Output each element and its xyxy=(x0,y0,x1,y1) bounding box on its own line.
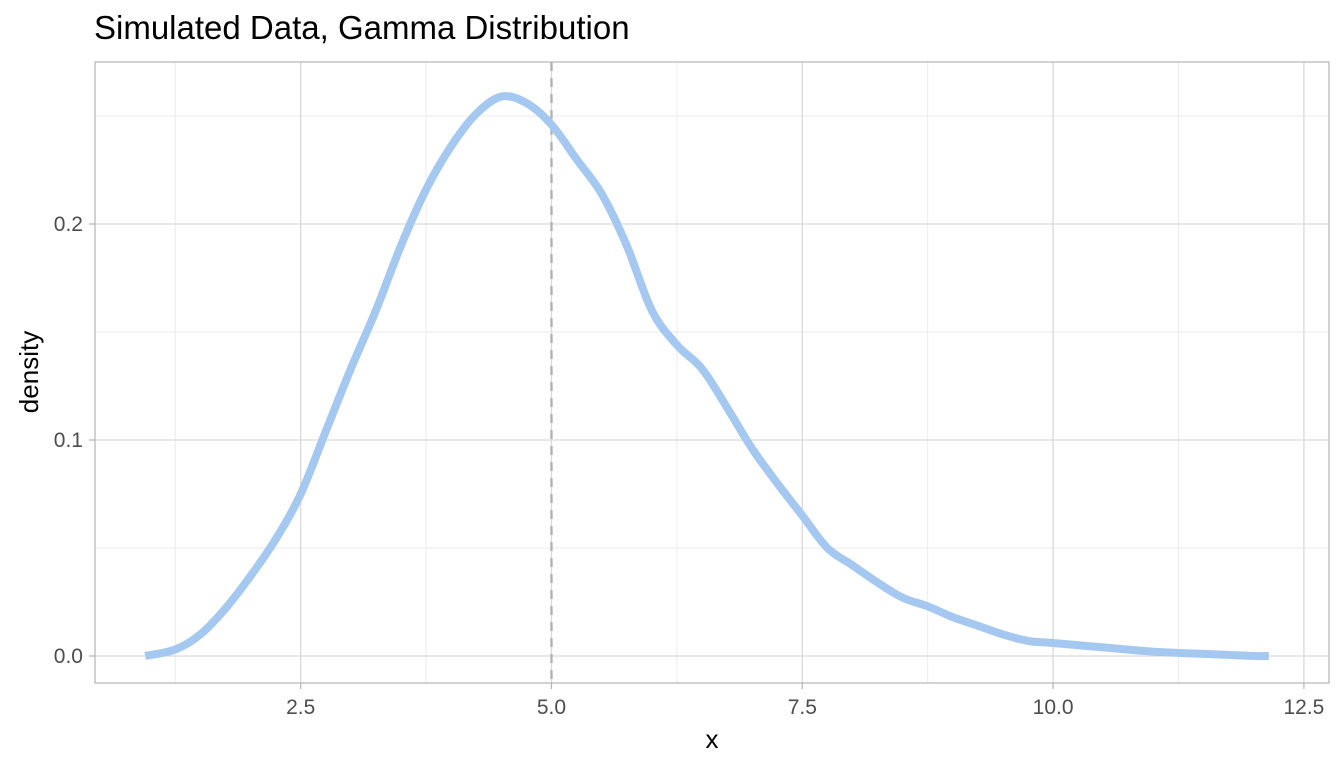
y-tick-label: 0.1 xyxy=(54,429,83,452)
x-axis-ticks: 2.5 5.0 7.5 10.0 12.5 xyxy=(286,683,1324,719)
density-curve xyxy=(144,92,1269,661)
y-tick-label: 0.0 xyxy=(54,645,83,668)
x-axis-title: x xyxy=(706,724,719,754)
gridlines xyxy=(95,62,1329,683)
plot-panel xyxy=(95,62,1329,683)
x-tick-label: 2.5 xyxy=(286,696,315,719)
y-tick-label: 0.2 xyxy=(54,213,83,236)
x-tick-label: 7.5 xyxy=(788,696,817,719)
y-axis-title: density xyxy=(14,331,44,413)
x-tick-label: 12.5 xyxy=(1283,696,1324,719)
series-layer xyxy=(144,92,1269,661)
x-tick-label: 5.0 xyxy=(537,696,566,719)
y-axis-ticks: 0.0 0.1 0.2 xyxy=(54,213,95,668)
chart-title: Simulated Data, Gamma Distribution xyxy=(94,9,630,46)
x-tick-label: 10.0 xyxy=(1033,696,1074,719)
panel-border xyxy=(94,61,1330,684)
